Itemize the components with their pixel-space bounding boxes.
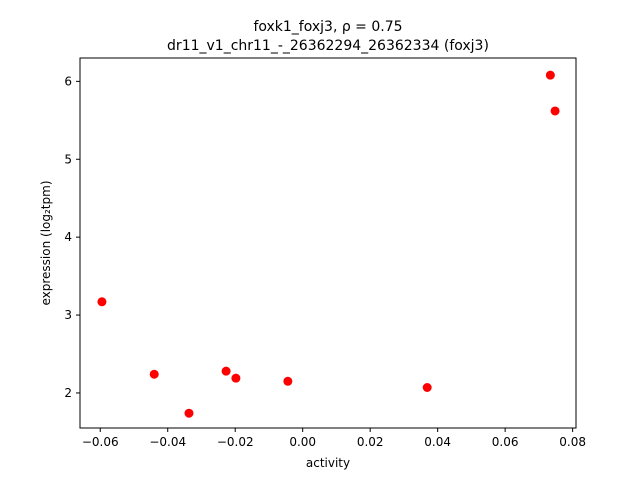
- x-tick-label: 0.00: [289, 435, 316, 449]
- y-tick-label: 6: [64, 74, 72, 88]
- data-point: [545, 70, 555, 80]
- x-tick-label: 0.04: [424, 435, 451, 449]
- data-point: [550, 106, 560, 116]
- y-tick-label: 4: [64, 230, 72, 244]
- x-axis-label: activity: [306, 456, 350, 470]
- x-tick-label: 0.08: [559, 435, 586, 449]
- y-tick-label: 3: [64, 308, 72, 322]
- plot-area: [79, 57, 577, 429]
- data-point: [422, 382, 432, 392]
- x-tick-label: −0.02: [217, 435, 254, 449]
- y-tick-label: 5: [64, 152, 72, 166]
- data-point: [231, 373, 241, 383]
- y-axis-label: expression (log₂tpm): [39, 180, 53, 305]
- data-points: [97, 70, 560, 418]
- data-point: [221, 366, 231, 376]
- x-tick-label: −0.04: [149, 435, 186, 449]
- data-point: [184, 408, 194, 418]
- x-tick-label: 0.06: [492, 435, 519, 449]
- data-point: [149, 369, 159, 379]
- chart-title-line2: dr11_v1_chr11_-_26362294_26362334 (foxj3…: [167, 38, 489, 54]
- data-point: [283, 376, 293, 386]
- data-point: [97, 297, 107, 307]
- y-tick-label: 2: [64, 386, 72, 400]
- y-axis: 2 3 4 5 6: [64, 74, 80, 400]
- x-tick-label: 0.02: [357, 435, 384, 449]
- x-axis: −0.06 −0.04 −0.02 0.00 0.02 0.04 0.06 0.08: [82, 428, 586, 449]
- chart-title-line1: foxk1_foxj3, ρ = 0.75: [253, 19, 402, 35]
- x-tick-label: −0.06: [82, 435, 119, 449]
